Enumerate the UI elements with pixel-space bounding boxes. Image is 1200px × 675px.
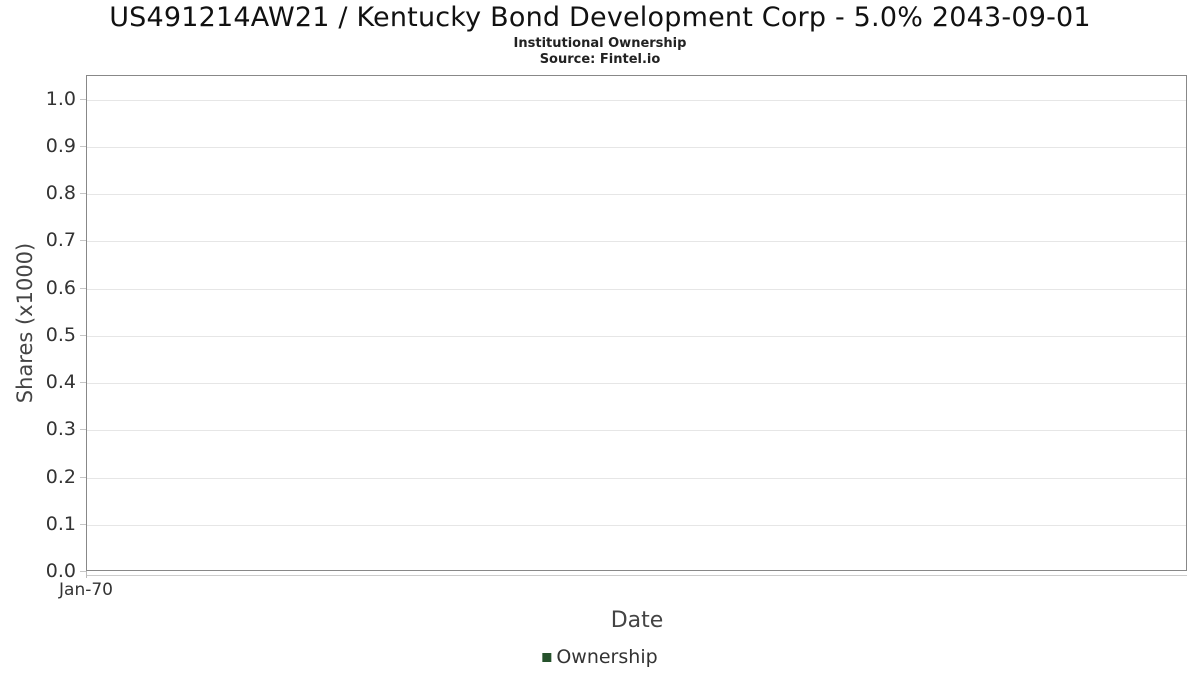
legend-marker-icon — [542, 652, 552, 662]
y-tick-mark — [80, 477, 86, 478]
chart-title: US491214AW21 / Kentucky Bond Development… — [109, 2, 1091, 33]
y-tick-label: 0.8 — [45, 182, 76, 205]
plot-area — [86, 75, 1187, 571]
gridline — [87, 430, 1186, 431]
gridline — [87, 289, 1186, 290]
legend-item-ownership[interactable]: Ownership — [542, 646, 658, 668]
gridline — [87, 336, 1186, 337]
y-tick-label: 0.6 — [45, 276, 76, 299]
y-tick-label: 0.5 — [45, 323, 76, 346]
legend-label: Ownership — [556, 646, 658, 668]
gridline — [87, 241, 1186, 242]
y-tick-label: 0.3 — [45, 418, 76, 441]
y-tick-mark — [80, 335, 86, 336]
y-tick-label: 0.9 — [45, 134, 76, 157]
y-tick-label: 0.4 — [45, 371, 76, 394]
gridline — [87, 525, 1186, 526]
gridline — [87, 194, 1186, 195]
y-tick-mark — [80, 99, 86, 100]
gridline — [87, 100, 1186, 101]
y-tick-mark — [80, 146, 86, 147]
x-axis-title: Date — [610, 608, 664, 633]
y-tick-mark — [80, 571, 86, 572]
y-tick-label: 0.1 — [45, 512, 76, 535]
y-tick-label: 1.0 — [45, 87, 76, 110]
chart-subtitle: Institutional Ownership — [513, 36, 687, 51]
x-axis-line — [86, 575, 1187, 576]
y-tick-label: 0.0 — [45, 560, 76, 582]
y-tick-label: 0.7 — [45, 229, 76, 252]
gridline — [87, 478, 1186, 479]
chart-source-credit: Source: Fintel.io — [539, 52, 661, 67]
x-tick-label: Jan-70 — [59, 580, 113, 600]
gridline — [87, 383, 1186, 384]
y-tick-mark — [80, 240, 86, 241]
y-tick-mark — [80, 193, 86, 194]
x-tick-mark — [86, 571, 87, 578]
gridline — [87, 147, 1186, 148]
y-tick-label: 0.2 — [45, 465, 76, 488]
y-tick-mark — [80, 429, 86, 430]
y-tick-mark — [80, 382, 86, 383]
y-tick-mark — [80, 524, 86, 525]
y-tick-mark — [80, 288, 86, 289]
